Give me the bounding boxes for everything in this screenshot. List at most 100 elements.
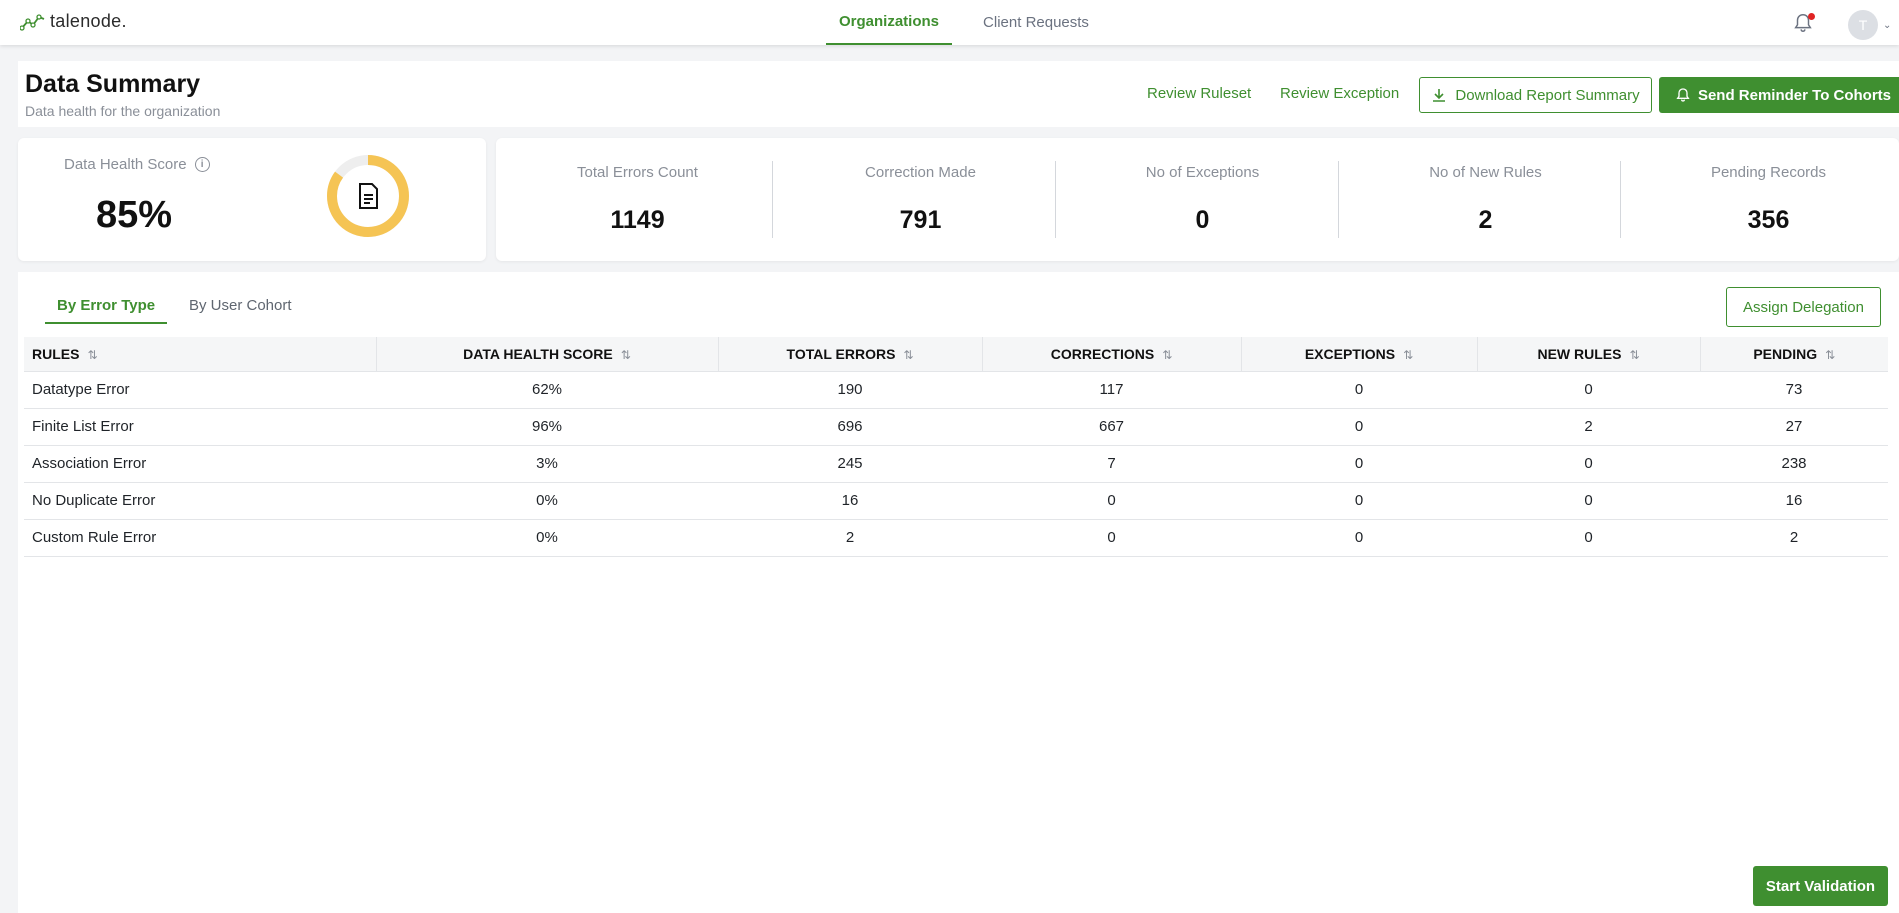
cell-total-errors: 16 xyxy=(718,482,982,520)
review-ruleset-button[interactable]: Review Ruleset xyxy=(1147,85,1252,102)
stat-new-rules: No of New Rules 2 xyxy=(1344,138,1627,261)
table-row[interactable]: Finite List Error 96% 696 667 0 2 27 xyxy=(24,408,1888,446)
send-reminder-button[interactable]: Send Reminder To Cohorts xyxy=(1659,77,1899,113)
cell-health-score: 0% xyxy=(376,482,718,520)
cell-total-errors: 190 xyxy=(718,371,982,409)
stat-label: No of New Rules xyxy=(1429,164,1542,181)
health-score-card: Data Health Score i 85% xyxy=(18,138,486,261)
assign-delegation-button[interactable]: Assign Delegation xyxy=(1726,287,1881,327)
divider xyxy=(1620,161,1621,238)
stat-total-errors: Total Errors Count 1149 xyxy=(496,138,779,261)
cell-corrections: 7 xyxy=(982,445,1241,483)
send-reminder-label: Send Reminder To Cohorts xyxy=(1697,86,1892,104)
cell-health-score: 0% xyxy=(376,519,718,557)
cell-corrections: 117 xyxy=(982,371,1241,409)
column-header-data-health-score[interactable]: DATA HEALTH SCORE ⇅ xyxy=(376,337,719,372)
tab-client-requests[interactable]: Client Requests xyxy=(983,14,1089,31)
cell-total-errors: 2 xyxy=(718,519,982,557)
download-report-button[interactable]: Download Report Summary xyxy=(1419,77,1652,113)
avatar[interactable]: T xyxy=(1848,10,1878,40)
logo[interactable]: talenode. xyxy=(20,11,127,32)
column-header-exceptions[interactable]: EXCEPTIONS ⇅ xyxy=(1241,337,1478,372)
stat-value: 0 xyxy=(1195,206,1210,234)
column-header-rules[interactable]: RULES ⇅ xyxy=(24,337,377,372)
bell-icon xyxy=(1676,88,1690,102)
page-subtitle: Data health for the organization xyxy=(25,103,221,119)
cell-health-score: 3% xyxy=(376,445,718,483)
tab-organizations[interactable]: Organizations xyxy=(826,0,952,45)
cell-pending: 73 xyxy=(1700,371,1888,409)
divider xyxy=(1338,161,1339,238)
cell-exceptions: 0 xyxy=(1241,482,1477,520)
cell-pending: 16 xyxy=(1700,482,1888,520)
cell-rule: Datatype Error xyxy=(24,371,376,409)
cell-pending: 238 xyxy=(1700,445,1888,483)
sort-icon: ⇅ xyxy=(1403,347,1414,362)
table-row[interactable]: Association Error 3% 245 7 0 0 238 xyxy=(24,445,1888,483)
table-row[interactable]: No Duplicate Error 0% 16 0 0 0 16 xyxy=(24,482,1888,520)
cell-exceptions: 0 xyxy=(1241,445,1477,483)
tab-by-error-type[interactable]: By Error Type xyxy=(45,297,168,324)
column-header-new-rules[interactable]: NEW RULES ⇅ xyxy=(1477,337,1701,372)
cell-corrections: 0 xyxy=(982,482,1241,520)
health-score-ring xyxy=(327,155,409,237)
page-header: Data Summary Data health for the organiz… xyxy=(18,61,1899,127)
column-header-total-errors[interactable]: TOTAL ERRORS ⇅ xyxy=(718,337,983,372)
stat-value: 2 xyxy=(1478,206,1493,234)
cell-exceptions: 0 xyxy=(1241,519,1477,557)
cell-exceptions: 0 xyxy=(1241,408,1477,446)
health-score-label-row: Data Health Score i xyxy=(64,156,210,173)
cell-rule: Association Error xyxy=(24,445,376,483)
cell-exceptions: 0 xyxy=(1241,371,1477,409)
stat-pending-records: Pending Records 356 xyxy=(1627,138,1899,261)
notification-dot xyxy=(1808,13,1815,20)
sort-icon: ⇅ xyxy=(87,347,98,362)
logo-icon xyxy=(20,13,45,31)
notification-bell-icon[interactable] xyxy=(1792,12,1814,34)
stats-card: Total Errors Count 1149 Correction Made … xyxy=(496,138,1899,261)
table-row[interactable]: Datatype Error 62% 190 117 0 0 73 xyxy=(24,371,1888,409)
download-icon xyxy=(1433,89,1446,102)
health-score-label: Data Health Score xyxy=(64,156,187,173)
column-header-pending[interactable]: PENDING ⇅ xyxy=(1700,337,1888,372)
document-icon xyxy=(359,183,378,209)
cell-rule: Finite List Error xyxy=(24,408,376,446)
stat-label: No of Exceptions xyxy=(1145,164,1260,181)
start-validation-button[interactable]: Start Validation xyxy=(1753,866,1888,906)
stat-label: Pending Records xyxy=(1710,164,1827,181)
stat-label: Total Errors Count xyxy=(577,164,698,181)
review-exception-button[interactable]: Review Exception xyxy=(1280,85,1400,102)
cell-corrections: 667 xyxy=(982,408,1241,446)
sort-icon: ⇅ xyxy=(903,347,914,362)
cell-new-rules: 0 xyxy=(1477,519,1700,557)
column-header-corrections[interactable]: CORRECTIONS ⇅ xyxy=(982,337,1242,372)
cell-pending: 2 xyxy=(1700,519,1888,557)
cell-pending: 27 xyxy=(1700,408,1888,446)
tab-by-user-cohort[interactable]: By User Cohort xyxy=(189,297,292,314)
download-report-label: Download Report Summary xyxy=(1455,86,1640,104)
stat-value: 791 xyxy=(899,206,942,234)
health-score-ring-arc xyxy=(327,155,409,237)
page-title: Data Summary xyxy=(25,70,201,98)
sort-icon: ⇅ xyxy=(1825,347,1836,362)
sort-icon: ⇅ xyxy=(1162,347,1173,362)
cell-new-rules: 0 xyxy=(1477,445,1700,483)
table-row[interactable]: Custom Rule Error 0% 2 0 0 0 2 xyxy=(24,519,1888,557)
error-table: RULES ⇅ DATA HEALTH SCORE ⇅ TOTAL ERRORS ⇅ … xyxy=(24,337,1888,557)
cell-new-rules: 0 xyxy=(1477,371,1700,409)
table-header-row: RULES ⇅ DATA HEALTH SCORE ⇅ TOTAL ERRORS ⇅ … xyxy=(24,337,1888,372)
cell-health-score: 62% xyxy=(376,371,718,409)
info-icon[interactable]: i xyxy=(194,157,210,172)
chevron-down-icon[interactable]: ⌄ xyxy=(1883,20,1892,31)
stat-value: 356 xyxy=(1747,206,1790,234)
stat-exceptions: No of Exceptions 0 xyxy=(1061,138,1344,261)
cell-total-errors: 245 xyxy=(718,445,982,483)
health-score-value: 85% xyxy=(96,194,173,236)
cell-total-errors: 696 xyxy=(718,408,982,446)
stat-value: 1149 xyxy=(610,206,665,234)
cell-rule: Custom Rule Error xyxy=(24,519,376,557)
divider xyxy=(1055,161,1056,238)
cell-new-rules: 0 xyxy=(1477,482,1700,520)
sort-icon: ⇅ xyxy=(1629,347,1640,362)
stat-corrections: Correction Made 791 xyxy=(779,138,1062,261)
